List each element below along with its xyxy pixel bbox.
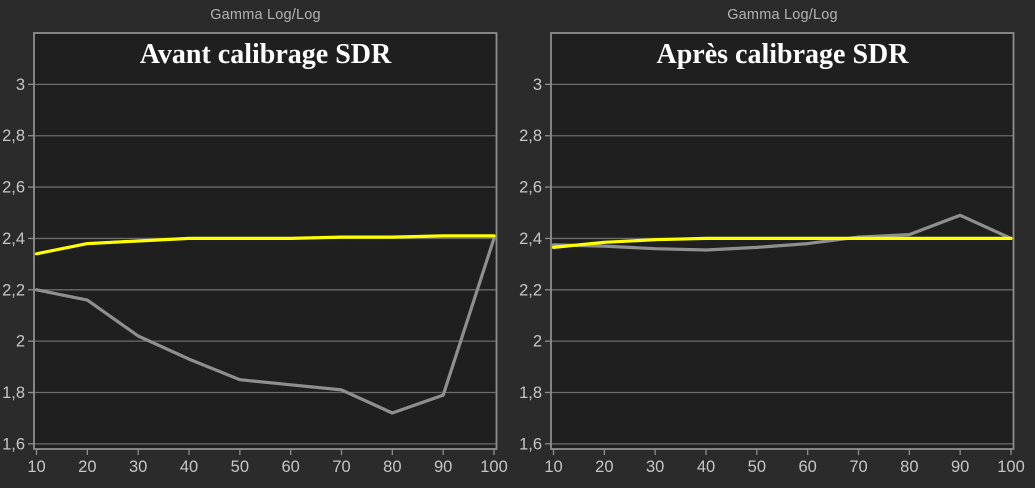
y-tick-label: 2,8	[519, 127, 542, 145]
measured-gamma-line	[551, 213, 1013, 252]
y-tick-label: 1,6	[2, 435, 25, 453]
chart-panel-apres-calibrage: 3 2,8 2,6 2,4 2,2 2 1,8 1,6 10 20 30 40 50 60 70 80 90 10…	[517, 0, 1035, 488]
x-tick-label: 90	[951, 458, 969, 476]
chart-subtitle-apres: Après calibrage SDR	[656, 39, 909, 70]
y-tick-label: 2,8	[2, 127, 25, 145]
target-gamma-line	[551, 236, 1013, 249]
x-tick-label: 30	[646, 458, 664, 476]
x-tick-label: 80	[900, 458, 918, 476]
y-tick-label: 2,2	[519, 281, 542, 299]
x-tick-label: 80	[383, 458, 401, 476]
y-tick-label: 2,4	[519, 230, 542, 248]
x-tick-label: 40	[180, 458, 198, 476]
plot-border	[33, 32, 498, 450]
x-tick-label: 10	[544, 458, 562, 476]
y-tick-label: 2	[16, 333, 25, 351]
y-tick-label: 1,8	[2, 384, 25, 402]
x-tick-label: 10	[27, 458, 45, 476]
x-tick-label: 50	[748, 458, 766, 476]
x-tick-label: 90	[434, 458, 452, 476]
target-gamma-line	[34, 234, 496, 256]
chart-title: Gamma Log/Log	[727, 7, 838, 23]
x-tick-label: 40	[697, 458, 715, 476]
x-tick-label: 60	[281, 458, 299, 476]
y-tick-label: 2,4	[2, 230, 25, 248]
x-tick-label: 50	[231, 458, 249, 476]
x-tick-label: 100	[997, 458, 1025, 476]
plot-background	[34, 33, 497, 449]
y-tick-label: 2,6	[519, 179, 542, 197]
measured-gamma-line	[34, 236, 496, 415]
y-tick-label: 2,6	[2, 179, 25, 197]
gamma-plot-avant: 3 2,8 2,6 2,4 2,2 2 1,8 1,610 20 30 40 50 60 70 80 90 10…	[2, 32, 508, 476]
x-tick-label: 70	[332, 458, 350, 476]
x-tick-label: 20	[78, 458, 96, 476]
x-tick-label: 60	[798, 458, 816, 476]
y-tick-label: 1,8	[519, 384, 542, 402]
chart-subtitle-avant: Avant calibrage SDR	[139, 39, 392, 70]
x-tick-label: 100	[480, 458, 508, 476]
chart-title: Gamma Log/Log	[210, 7, 321, 23]
x-tick-label: 20	[595, 458, 613, 476]
x-tick-label: 70	[849, 458, 867, 476]
y-tick-label: 3	[16, 76, 25, 94]
y-tick-label: 3	[533, 76, 542, 94]
chart-panel-avant-calibrage: 3 2,8 2,6 2,4 2,2 2 1,8 1,6 10 20 30 40 50 60 70 80 90 10…	[2, 7, 508, 476]
y-tick-label: 1,6	[519, 435, 542, 453]
plot-border	[550, 32, 1015, 450]
y-tick-label: 2	[533, 333, 542, 351]
x-tick-label: 30	[129, 458, 147, 476]
gamma-plot-apres: 3 2,8 2,6 2,4 2,2 2 1,8 1,610 20 30 40 50 60 70 80 90 10…	[519, 32, 1025, 476]
y-tick-label: 2,2	[2, 281, 25, 299]
